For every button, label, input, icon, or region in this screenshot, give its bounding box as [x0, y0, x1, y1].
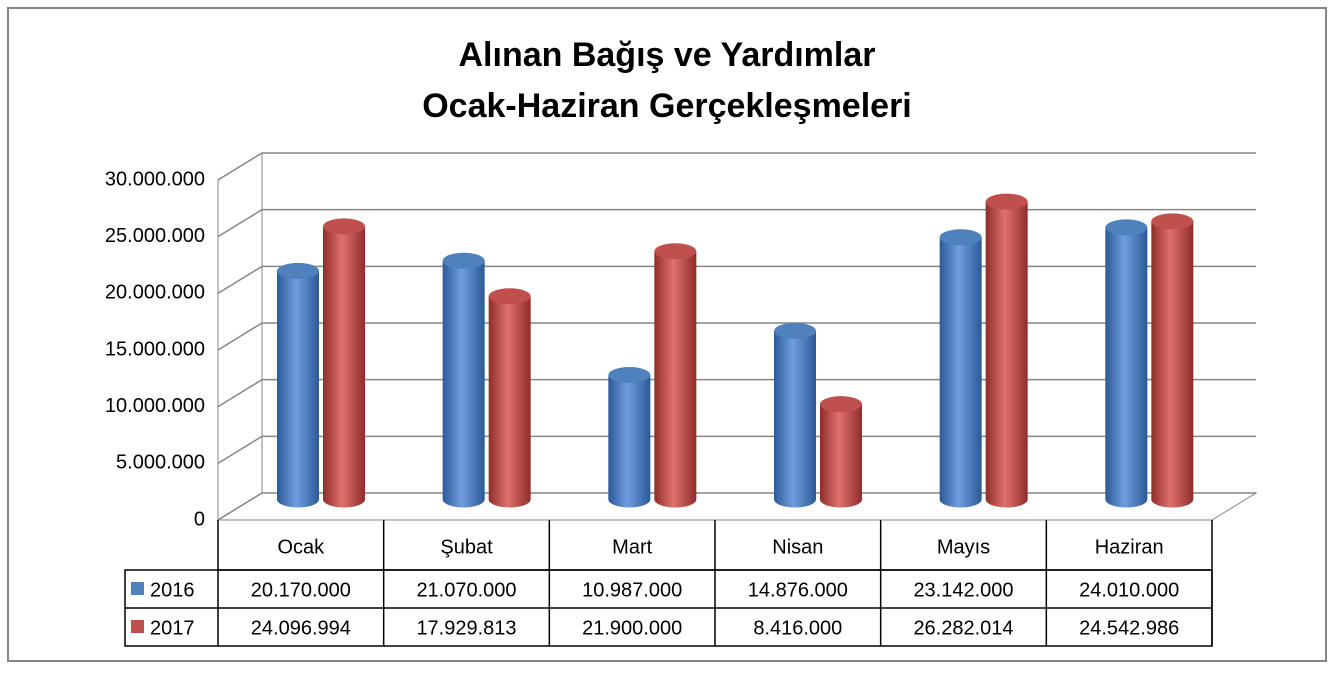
y-tick-label: 10.000.000: [105, 395, 205, 417]
legend-swatch: [131, 620, 144, 633]
bar: [774, 330, 816, 508]
bar: [939, 237, 982, 508]
legend-label: 2017: [150, 617, 195, 639]
data-label: 8.416.000: [753, 617, 842, 639]
grid-line: [217, 378, 1256, 408]
chart-subtitle: Ocak-Haziran Gerçekleşmeleri: [422, 87, 912, 125]
grid-line: [217, 152, 1256, 181]
bar: [277, 270, 319, 508]
grid-line: [217, 435, 1256, 464]
y-tick-label: 0: [194, 508, 205, 530]
bar: [1105, 227, 1148, 508]
bar-top: [654, 243, 697, 260]
bar-top: [442, 252, 485, 269]
bar-top: [1105, 219, 1148, 236]
legend-swatch: [131, 582, 144, 595]
chart-title: Alınan Bağış ve Yardımlar: [459, 36, 876, 74]
data-label: 10.987.000: [582, 579, 682, 601]
data-label: 24.542.986: [1079, 617, 1179, 639]
y-tick-label: 30.000.000: [105, 168, 205, 190]
bar-top: [488, 288, 531, 305]
x-tick-label: Ocak: [277, 536, 325, 558]
y-tick-label: 20.000.000: [105, 282, 205, 304]
data-label: 17.929.813: [416, 617, 516, 639]
x-tick-label: Haziran: [1095, 536, 1164, 558]
grid-line: [217, 265, 1256, 294]
grid-line: [217, 492, 1256, 521]
data-label: 21.070.000: [416, 579, 516, 601]
bar: [1151, 221, 1194, 508]
grid-line: [217, 208, 1256, 238]
bar: [985, 201, 1028, 508]
legend-label: 2016: [150, 579, 195, 601]
bar: [323, 226, 365, 508]
data-label: 21.900.000: [582, 617, 682, 639]
bar-top: [608, 366, 651, 383]
bar-top: [1151, 213, 1194, 230]
x-tick-label: Mart: [612, 536, 652, 558]
bar: [608, 374, 651, 508]
data-label: 24.096.994: [251, 617, 351, 639]
grid-line: [217, 322, 1256, 351]
y-tick-label: 15.000.000: [105, 338, 205, 360]
data-label: 26.282.014: [913, 617, 1013, 639]
data-label: 23.142.000: [913, 579, 1013, 601]
bar: [488, 296, 531, 508]
data-label: 20.170.000: [251, 579, 351, 601]
bar-top: [774, 322, 816, 339]
x-tick-label: Şubat: [440, 536, 493, 558]
bar: [442, 260, 485, 508]
bar-top: [939, 229, 982, 246]
bar: [820, 404, 862, 508]
bar-top: [820, 396, 862, 413]
data-label: 24.010.000: [1079, 579, 1179, 601]
y-tick-label: 5.000.000: [116, 452, 205, 474]
bar-top: [985, 193, 1028, 210]
bar: [654, 251, 697, 508]
bar-top: [277, 262, 319, 279]
data-label: 14.876.000: [748, 579, 848, 601]
x-tick-label: Nisan: [772, 536, 823, 558]
y-tick-label: 25.000.000: [105, 225, 205, 247]
bar-top: [323, 218, 365, 235]
x-tick-label: Mayıs: [937, 536, 990, 558]
